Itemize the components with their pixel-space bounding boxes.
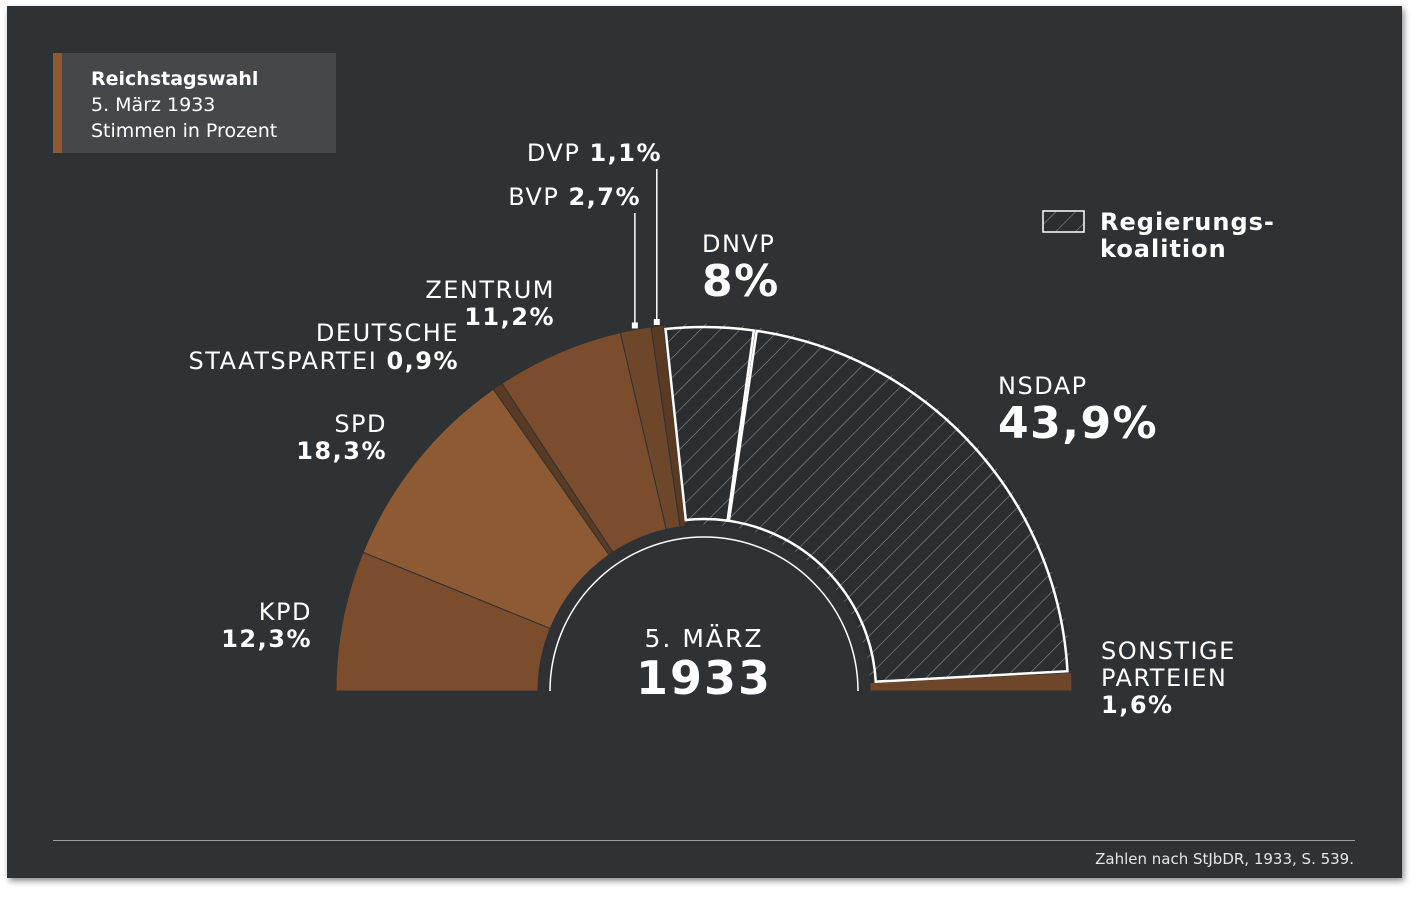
label-dvp: DVP 1,1%: [527, 139, 662, 167]
coalition-legend-swatch: [1042, 210, 1085, 233]
label-sonstige-parteien-value: 1,6%: [1101, 691, 1174, 719]
inner-ring-arc: [549, 536, 859, 692]
label-dnvp-name: DNVP: [702, 230, 775, 258]
source-note: Zahlen nach StJbDR, 1933, S. 539.: [1095, 850, 1354, 868]
label-sonstige-parteien-name-1: SONSTIGE: [1101, 637, 1236, 665]
coalition-outline-dnvp: [664, 325, 756, 523]
label-bvp-leader-dot: [631, 322, 638, 329]
label-deutsche-staatspartei-name-2-value: STAATSPARTEI 0,9%: [189, 347, 459, 375]
chart-frame: Reichstagswahl 5. März 1933 Stimmen in P…: [7, 6, 1402, 878]
label-kpd-name: KPD: [259, 598, 312, 626]
label-dnvp-value: 8%: [702, 256, 780, 307]
coalition-outline-nsdap: [727, 329, 1069, 683]
label-nsdap-name: NSDAP: [998, 372, 1088, 400]
label-deutsche-staatspartei-name-1: DEUTSCHE: [316, 319, 459, 347]
legend-unit: Stimmen in Prozent: [91, 120, 278, 142]
label-sonstige-parteien-name-2: PARTEIEN: [1101, 664, 1227, 692]
coalition-legend-line1: Regierungs-: [1100, 208, 1275, 236]
slice-nsdap: [726, 326, 1073, 684]
label-spd-name: SPD: [334, 410, 387, 438]
legend-title: Reichstagswahl: [91, 68, 259, 90]
slice-sonstige-parteien: [869, 671, 1073, 692]
label-zentrum-name: ZENTRUM: [425, 276, 555, 304]
coalition-legend-line2: koalition: [1100, 235, 1227, 263]
label-nsdap-value: 43,9%: [998, 398, 1158, 449]
legend-date: 5. März 1933: [91, 94, 216, 116]
label-zentrum-value: 11,2%: [464, 303, 555, 331]
label-kpd-value: 12,3%: [221, 625, 312, 653]
center-year-label: 1933: [636, 651, 772, 705]
footer-divider: [53, 840, 1355, 841]
slice-spd: [362, 388, 610, 630]
center-date-label: 5. MÄRZ: [645, 624, 764, 653]
legend-accent-bar: [53, 53, 62, 153]
label-bvp: BVP 2,7%: [508, 183, 641, 211]
label-spd-value: 18,3%: [296, 437, 387, 465]
label-dvp-leader-dot: [653, 319, 660, 326]
legend-box: Reichstagswahl 5. März 1933 Stimmen in P…: [53, 53, 336, 153]
